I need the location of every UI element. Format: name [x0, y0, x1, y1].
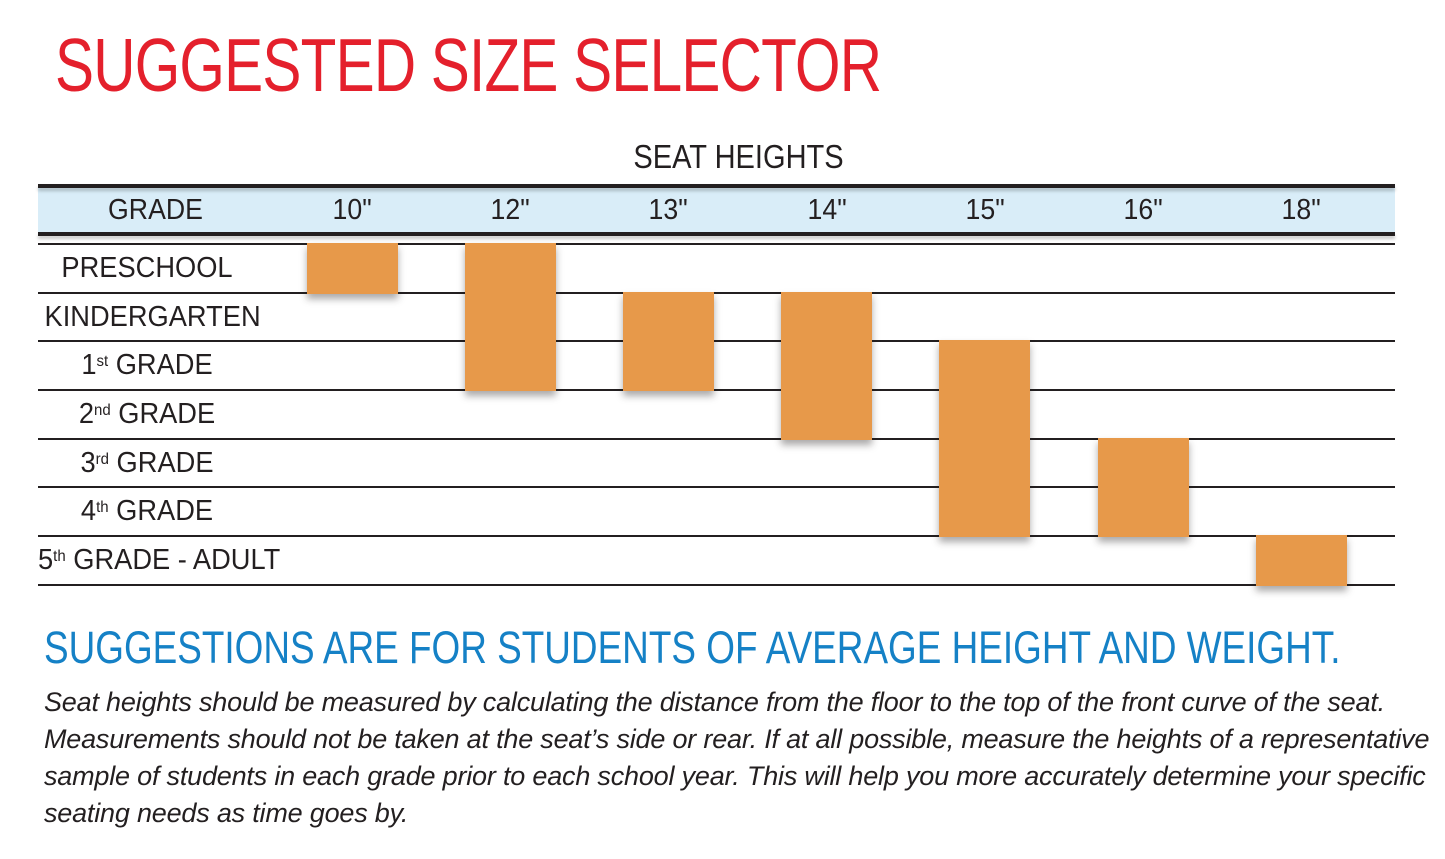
grade-row-label: 4th GRADE	[80, 495, 214, 528]
page-title: SUGGESTED SIZE SELECTOR	[55, 23, 882, 107]
header-top-rule	[38, 184, 1395, 188]
grade-row-kindergarten: KINDERGARTEN	[38, 294, 1395, 343]
table-header-row: GRADE 10" 12" 13" 14" 15" 16" 18"	[38, 188, 1395, 232]
bar-16in	[1097, 437, 1189, 538]
grade-row-4th-grade: 4th GRADE	[38, 489, 1395, 538]
grade-row-label: 1st GRADE	[81, 349, 213, 382]
header-cell-18in: 18"	[1281, 193, 1321, 226]
note-line-4: seating needs as time goes by.	[44, 798, 409, 828]
bar-18in	[1255, 535, 1347, 586]
grade-row-3rd-grade: 3rd GRADE	[38, 440, 1395, 489]
grade-row-5th-grade-adult: 5th GRADE - ADULT	[38, 537, 1395, 586]
grade-row-label: PRESCHOOL	[61, 251, 233, 284]
header-bottom-rule	[38, 232, 1395, 236]
header-cell-16in: 16"	[1123, 193, 1163, 226]
header-cell-15in: 15"	[965, 193, 1005, 226]
rows-top-rule	[38, 243, 1395, 245]
grade-row-label: 2nd GRADE	[78, 397, 216, 430]
grade-row-label: 5th GRADE - ADULT	[38, 544, 281, 577]
header-cell-13in: 13"	[648, 193, 689, 226]
grade-row-preschool: PRESCHOOL	[38, 245, 1395, 294]
bar-10in	[306, 243, 398, 294]
bar-13in	[623, 291, 714, 392]
grade-row-label: 3rd GRADE	[80, 446, 214, 479]
header-cell-grade: GRADE	[108, 193, 203, 226]
bar-15in	[939, 340, 1031, 538]
grade-row-label: KINDERGARTEN	[44, 300, 261, 333]
bar-12in	[464, 243, 556, 392]
header-cell-12in: 12"	[490, 193, 530, 226]
header-cell-14in: 14"	[807, 193, 847, 226]
seat-heights-title: SEAT HEIGHTS	[633, 138, 844, 175]
grade-row-2nd-grade: 2nd GRADE	[38, 391, 1395, 440]
note-line-1: Seat heights should be measured by calcu…	[44, 687, 1385, 717]
note-line-3: sample of students in each grade prior t…	[44, 761, 1426, 791]
header-cell-10in: 10"	[332, 193, 372, 226]
note-paragraph: Seat heights should be measured by calcu…	[44, 684, 1439, 832]
bar-14in	[781, 291, 873, 440]
size-selector-chart: GRADE 10" 12" 13" 14" 15" 16" 18" PRESCHOOL KIN…	[38, 184, 1395, 588]
note-line-2: Measurements should not be taken at the …	[44, 724, 1430, 754]
grade-row-1st-grade: 1st GRADE	[38, 342, 1395, 392]
note-heading: SUGGESTIONS ARE FOR STUDENTS OF AVERAGE …	[44, 622, 1341, 673]
